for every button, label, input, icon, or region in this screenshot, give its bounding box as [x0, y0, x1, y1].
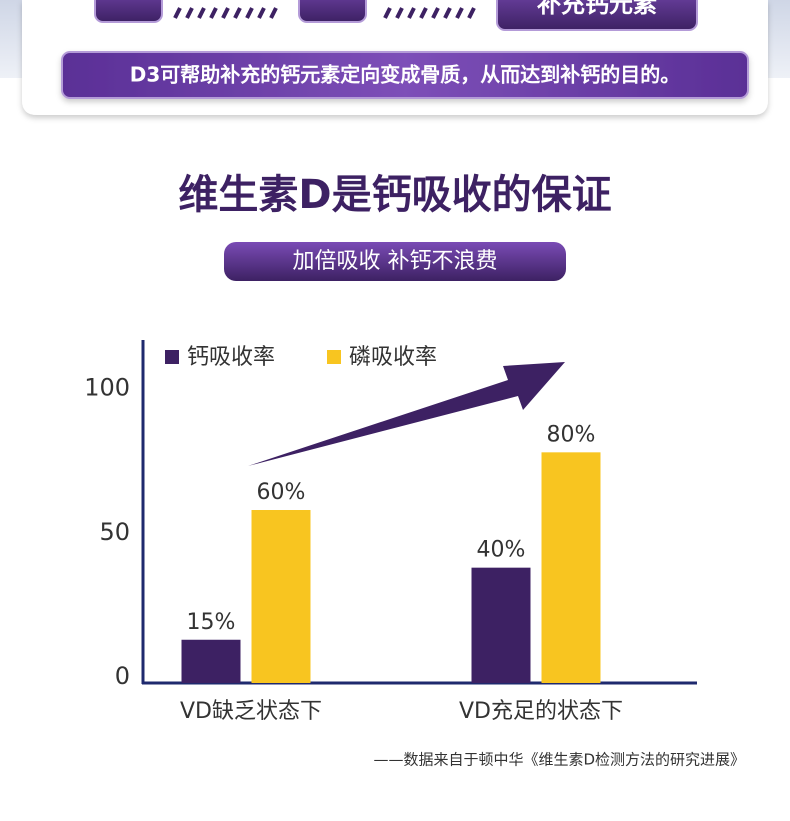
chart-subtitle: 加倍吸收 补钙不浪费: [293, 249, 498, 274]
bar: [541, 452, 601, 683]
bar: [181, 639, 241, 683]
source: ——数据来自于顿中华《维生素D检测方法的研究进展》: [373, 751, 745, 769]
bar: [251, 510, 311, 683]
legend-label: 钙吸收率: [187, 345, 275, 370]
plot: 0 50 100 钙吸收率 磷吸收率 VD缺乏状态下 15% 60% VD充足的状态下 40% 80…: [84, 345, 623, 724]
x-tick-label: VD缺乏状态下: [180, 699, 322, 724]
legend-label: 磷吸收率: [349, 345, 437, 370]
y-tick-label: 0: [115, 662, 130, 690]
trend-arrow: [248, 362, 565, 466]
button: [298, 0, 367, 23]
stripes: [173, 7, 476, 19]
value-label: 40%: [477, 538, 526, 563]
value-label: 15%: [187, 610, 236, 635]
bar: [471, 567, 531, 683]
legend-swatch: [327, 350, 341, 364]
legend-swatch: [165, 350, 179, 364]
button-label: 补充钙元素: [537, 0, 657, 18]
note-ribbon: [61, 51, 749, 99]
button: [94, 0, 163, 23]
note: D3可帮助补充的钙元素定向变成骨质，从而达到补钙的目的。: [130, 63, 681, 87]
chart-title: 维生素D是钙吸收的保证: [178, 172, 611, 218]
y-tick-label: 100: [84, 374, 130, 402]
value-label: 60%: [257, 480, 306, 505]
y-tick-label: 50: [99, 518, 130, 546]
value-label: 80%: [547, 422, 596, 447]
button: [496, 0, 698, 31]
subtitle-pill: [224, 242, 566, 281]
x-tick-label: VD充足的状态下: [459, 699, 623, 724]
